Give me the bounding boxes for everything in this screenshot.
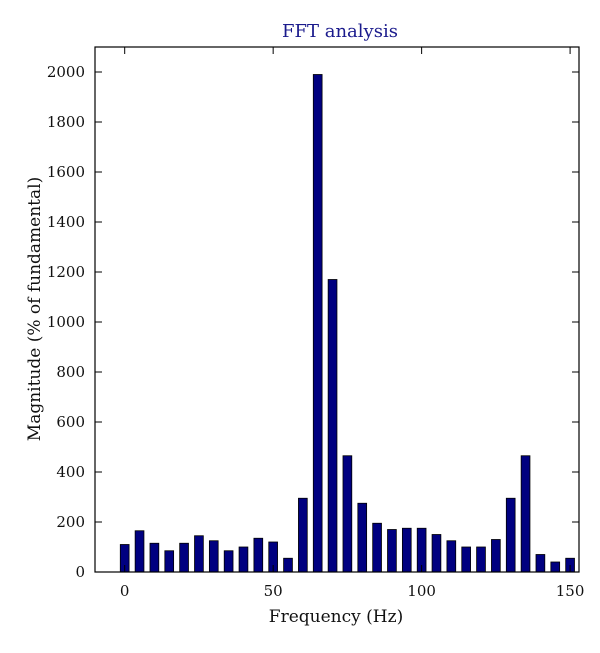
- plot-frame: [94, 46, 580, 573]
- bar-20hz: [179, 542, 189, 573]
- y-tick-label-1800: 1800: [47, 113, 85, 131]
- bar-45hz: [253, 537, 264, 573]
- bar-95hz: [401, 527, 412, 573]
- bar-130hz: [505, 497, 516, 573]
- bar-140hz: [535, 554, 546, 573]
- bar-60hz: [298, 497, 308, 573]
- y-tick-label-1400: 1400: [47, 213, 85, 231]
- bar-135hz: [520, 455, 531, 573]
- x-axis-label: Frequency (Hz): [269, 607, 403, 627]
- bar-30hz: [208, 540, 219, 573]
- bar-25hz: [194, 535, 204, 573]
- bar-70hz: [327, 279, 338, 573]
- y-tick-label-200: 200: [56, 513, 85, 531]
- x-tick-label-0: 0: [120, 582, 130, 600]
- bar-125hz: [491, 539, 501, 573]
- bar-120hz: [476, 546, 486, 573]
- bar-75hz: [342, 455, 353, 573]
- y-tick-label-2000: 2000: [47, 63, 85, 81]
- y-tick-label-0: 0: [75, 563, 85, 581]
- bar-105hz: [431, 534, 442, 573]
- y-tick-label-1000: 1000: [47, 313, 85, 331]
- x-tick-label-100: 100: [407, 582, 436, 600]
- bar-80hz: [357, 502, 368, 573]
- bar-40hz: [238, 546, 249, 573]
- bar-5hz: [134, 530, 145, 573]
- bar-110hz: [446, 540, 457, 573]
- bars-layer: [119, 74, 575, 573]
- bar-115hz: [461, 546, 471, 573]
- bar-55hz: [283, 557, 293, 573]
- y-tick-label-1200: 1200: [47, 263, 85, 281]
- bar-15hz: [164, 550, 175, 573]
- bar-145hz: [550, 561, 561, 573]
- y-tick-label-800: 800: [56, 363, 85, 381]
- ticks-layer: 0 50 100 150 0 200 400 600 800 1000 1200 1400 1600 18…: [47, 47, 585, 600]
- y-tick-label-600: 600: [56, 413, 85, 431]
- y-tick-label-1600: 1600: [47, 163, 85, 181]
- x-tick-label-50: 50: [264, 582, 283, 600]
- bar-35hz: [223, 550, 234, 573]
- bar-65hz: [312, 74, 323, 573]
- chart-title: FFT analysis: [282, 21, 398, 42]
- bar-85hz: [372, 522, 382, 573]
- bar-90hz: [387, 529, 397, 573]
- y-tick-label-400: 400: [56, 463, 85, 481]
- bar-10hz: [149, 542, 160, 573]
- x-tick-label-150: 150: [556, 582, 585, 600]
- y-axis-label: Magnitude (% of fundamental): [25, 177, 45, 441]
